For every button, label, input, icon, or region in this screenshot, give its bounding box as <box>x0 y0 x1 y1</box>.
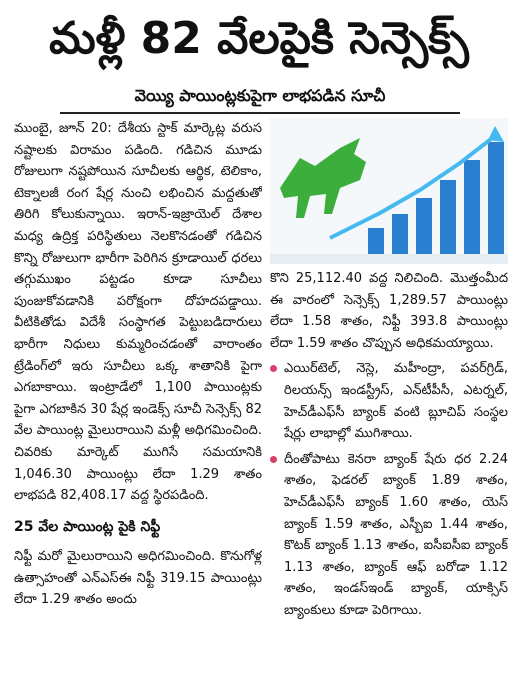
bullet-text: దీంతోపాటు కెనరా బ్యాంక్ షేరు ధర 2.24 శాత… <box>284 451 508 618</box>
section-heading: 25 వేల పాయింట్ల పైకి నిఫ్టీ <box>14 518 161 535</box>
bull-silhouette <box>280 138 366 218</box>
left-column: ముంబై, జూన్ 20: దేశీయ స్టాక్ మార్కెట్ల వ… <box>14 118 262 674</box>
paragraph: నిఫ్టీ మరో మైలురాయిని అధిగమించింది. కొను… <box>14 549 262 608</box>
bullet-text: ఎయిర్‌టెల్, నెస్లె, మహీంద్రా, పవర్‌గ్రిడ… <box>284 361 508 442</box>
bar-graphic <box>368 142 504 260</box>
arrow-head <box>488 126 504 142</box>
paragraph: కొని 25,112.40 వద్ద నిలిచింది. మొత్తంమీద… <box>270 271 508 351</box>
bullet-item: ఎయిర్‌టెల్, నెస్లె, మహీంద్రా, పవర్‌గ్రిడ… <box>270 358 508 444</box>
trend-arrow <box>329 134 497 240</box>
subheadline: వెయ్యి పాయింట్లకుపైగా లాభపడిన సూచీ <box>60 86 460 114</box>
paragraph: ముంబై, జూన్ 20: దేశీయ స్టాక్ మార్కెట్ల వ… <box>14 121 262 504</box>
headline: మళ్లీ 82 వేలపైకి సెన్సెక్స్ <box>49 13 469 64</box>
bullet-dot <box>270 365 277 373</box>
illustration <box>270 118 508 264</box>
right-column: కొని 25,112.40 వద్ద నిలిచింది. మొత్తంమీద… <box>270 118 508 674</box>
floor <box>270 254 508 264</box>
bullet-item: దీంతోపాటు కెనరా బ్యాంక్ షేరు ధర 2.24 శాత… <box>270 449 508 622</box>
bullet-dot <box>270 455 277 463</box>
